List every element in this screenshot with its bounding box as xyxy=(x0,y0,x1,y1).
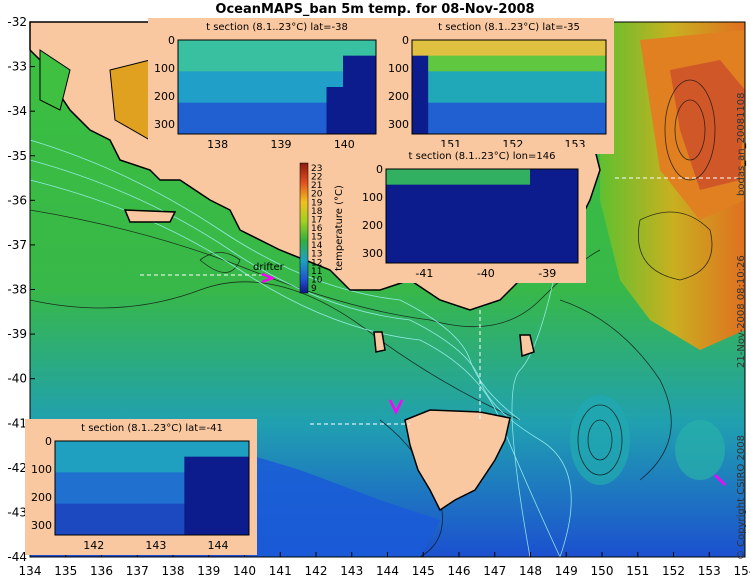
inset-y-tick: 300 xyxy=(388,118,409,131)
inset-lat-35: t section (8.1..23°C) lat=-3501002003001… xyxy=(382,18,614,154)
lon-tick-label: 142 xyxy=(305,564,328,578)
lat-tick-label: -44 xyxy=(7,550,27,564)
lon-tick-label: 145 xyxy=(412,564,435,578)
inset-y-tick: 0 xyxy=(376,163,383,176)
inset-y-tick: 200 xyxy=(31,491,52,504)
inset-x-tick: 142 xyxy=(83,539,104,552)
latitude-tick-labels: -32 -33 -34 -35 -36 -37 -38 -39 -40 -41 -42 -43 -44 xyxy=(7,15,35,564)
lon-tick-label: 150 xyxy=(591,564,614,578)
colorbar-tick: 12 xyxy=(311,258,322,268)
lon-tick-label: 154 xyxy=(734,564,750,578)
colorbar-tick: 11 xyxy=(311,267,322,277)
inset-x-tick: 140 xyxy=(334,138,355,151)
colorbar-tick: 14 xyxy=(311,241,323,251)
inset-y-tick: 200 xyxy=(388,90,409,103)
lon-tick-label: 138 xyxy=(162,564,185,578)
lon-tick-label: 139 xyxy=(197,564,220,578)
longitude-tick-labels: 134 135 136 137 138 139 140 141 142 143 144 145 146 1… xyxy=(19,552,750,578)
lat-tick-label: -33 xyxy=(7,60,27,74)
lon-tick-label: 148 xyxy=(519,564,542,578)
lon-tick-label: 137 xyxy=(126,564,149,578)
inset-x-tick: 139 xyxy=(270,138,291,151)
colorbar-tick: 19 xyxy=(311,198,323,208)
inset-x-tick: 138 xyxy=(207,138,228,151)
inset-y-tick: 0 xyxy=(45,435,52,448)
colorbar-tick: 22 xyxy=(311,173,322,183)
inset-title: t section (8.1..23°C) lat=-38 xyxy=(206,22,348,33)
lon-tick-label: 153 xyxy=(698,564,721,578)
inset-x-tick: 143 xyxy=(145,539,166,552)
inset-y-tick: 100 xyxy=(154,62,175,75)
inset-x-tick: 144 xyxy=(207,539,228,552)
colorbar-tick: 15 xyxy=(311,233,322,243)
timestamp-label: 21-Nov-2008 08:10:26 xyxy=(736,255,747,368)
lon-tick-label: 151 xyxy=(626,564,649,578)
lat-tick-label: -39 xyxy=(7,327,27,341)
lat-tick-label: -36 xyxy=(7,193,27,207)
colorbar-tick: 20 xyxy=(311,190,323,200)
colorbar-tick: 21 xyxy=(311,181,322,191)
lon-tick-label: 136 xyxy=(90,564,113,578)
inset-title: t section (8.1..23°C) lon=146 xyxy=(409,151,556,162)
lat-tick-label: -32 xyxy=(7,15,27,29)
lat-tick-label: -38 xyxy=(7,283,27,297)
lat-tick-label: -40 xyxy=(7,372,27,386)
lat-tick-label: -43 xyxy=(7,505,27,519)
lon-tick-label: 147 xyxy=(483,564,506,578)
inset-y-tick: 300 xyxy=(31,519,52,532)
colorbar-tick: 9 xyxy=(311,284,317,294)
lon-tick-label: 146 xyxy=(448,564,471,578)
inset-y-tick: 0 xyxy=(402,34,409,47)
drifter-tracks xyxy=(261,272,726,486)
lat-tick-label: -35 xyxy=(7,149,27,163)
copyright-label: © Copyright CSIRO 2008 xyxy=(736,435,747,560)
lat-tick-label: -41 xyxy=(7,416,27,430)
lon-tick-label: 135 xyxy=(54,564,77,578)
lat-tick-label: -42 xyxy=(7,461,27,475)
inset-y-tick: 100 xyxy=(388,62,409,75)
figure-title: OceanMAPS_ban 5m temp. for 08-Nov-2008 xyxy=(215,2,534,17)
inset-lat-41: t section (8.1..23°C) lat=-41 0 100 200 300 1… xyxy=(25,419,257,555)
lat-tick-label: -37 xyxy=(7,238,27,252)
colorbar-tick: 10 xyxy=(311,275,323,285)
section-insets: t section (8.1..23°C) lat=-3801002003001… xyxy=(25,18,614,555)
inset-y-tick: 100 xyxy=(362,191,383,204)
inset-lat-38: t section (8.1..23°C) lat=-38 0 100 200 300 1… xyxy=(148,18,384,154)
drifter-label: drifter xyxy=(253,262,285,273)
inset-y-tick: 200 xyxy=(362,219,383,232)
colorbar-label: temperature (°C) xyxy=(334,185,345,271)
inset-x-tick: -40 xyxy=(477,267,495,280)
colorbar-tick: 18 xyxy=(311,207,323,217)
lon-tick-label: 149 xyxy=(555,564,578,578)
inset-y-tick: 100 xyxy=(31,463,52,476)
colorbar-tick: 13 xyxy=(311,250,322,260)
inset-x-tick: -41 xyxy=(415,267,433,280)
inset-y-tick: 200 xyxy=(154,90,175,103)
inset-y-tick: 300 xyxy=(154,118,175,131)
inset-y-tick: 300 xyxy=(362,247,383,260)
inset-y-tick: 0 xyxy=(168,34,175,47)
lon-tick-label: 144 xyxy=(376,564,399,578)
lat-tick-label: -34 xyxy=(7,104,27,118)
inset-x-tick: -39 xyxy=(538,267,556,280)
colorbar-tick: 17 xyxy=(311,215,322,225)
inset-title: t section (8.1..23°C) lat=-35 xyxy=(438,22,580,33)
inset-title: t section (8.1..23°C) lat=-41 xyxy=(81,423,223,434)
colorbar-tick: 16 xyxy=(311,224,323,234)
inset-lon146: t section (8.1..23°C) lon=146 0 100 200 300 -… xyxy=(356,147,586,283)
run-id-label: bodas_an_20081108 xyxy=(736,92,747,196)
lon-tick-label: 141 xyxy=(269,564,292,578)
lon-tick-label: 152 xyxy=(662,564,685,578)
lon-tick-label: 134 xyxy=(19,564,42,578)
lon-tick-label: 140 xyxy=(233,564,256,578)
colorbar-tick: 23 xyxy=(311,164,322,174)
lon-tick-label: 143 xyxy=(340,564,363,578)
